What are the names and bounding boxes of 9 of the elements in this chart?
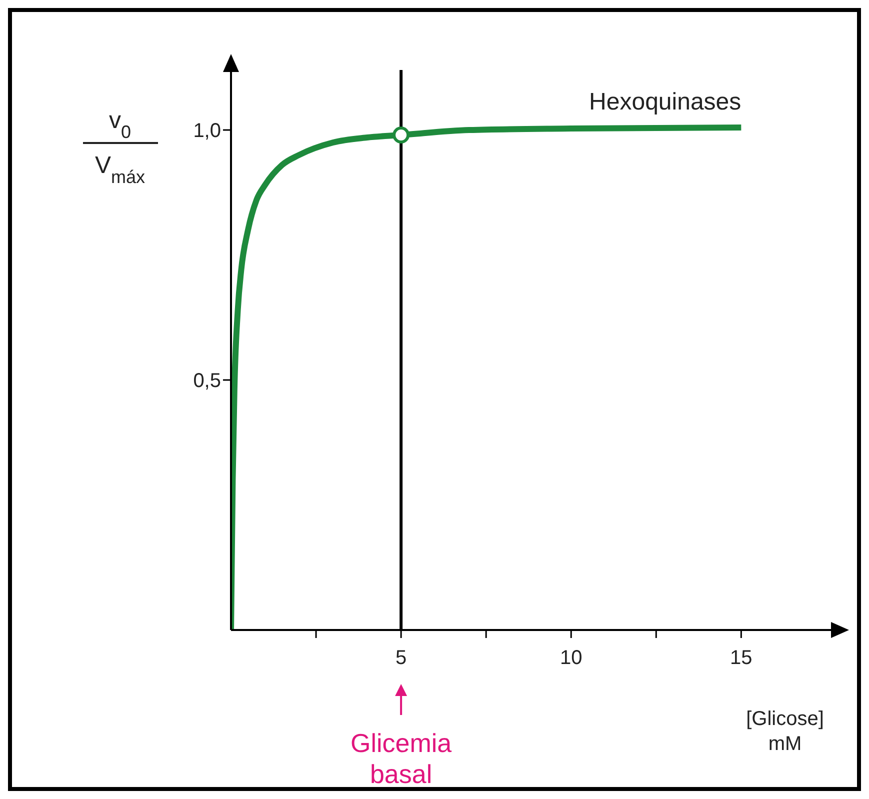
x-tick-label: 15 bbox=[730, 647, 752, 670]
x-tick-label: 10 bbox=[560, 647, 582, 670]
series-label: Hexoquinases bbox=[589, 88, 742, 116]
y-tick-label: 0,5 bbox=[193, 370, 221, 392]
x-axis-title: [Glicose] mM bbox=[746, 708, 824, 755]
y-axis-title: v$_{0}$ V$_{máx}$ bbox=[94, 107, 146, 187]
y-tick-label: 1,0 bbox=[193, 120, 221, 142]
x-tick-label: 5 bbox=[395, 647, 407, 670]
text: Glicemia basal bbox=[350, 728, 452, 789]
